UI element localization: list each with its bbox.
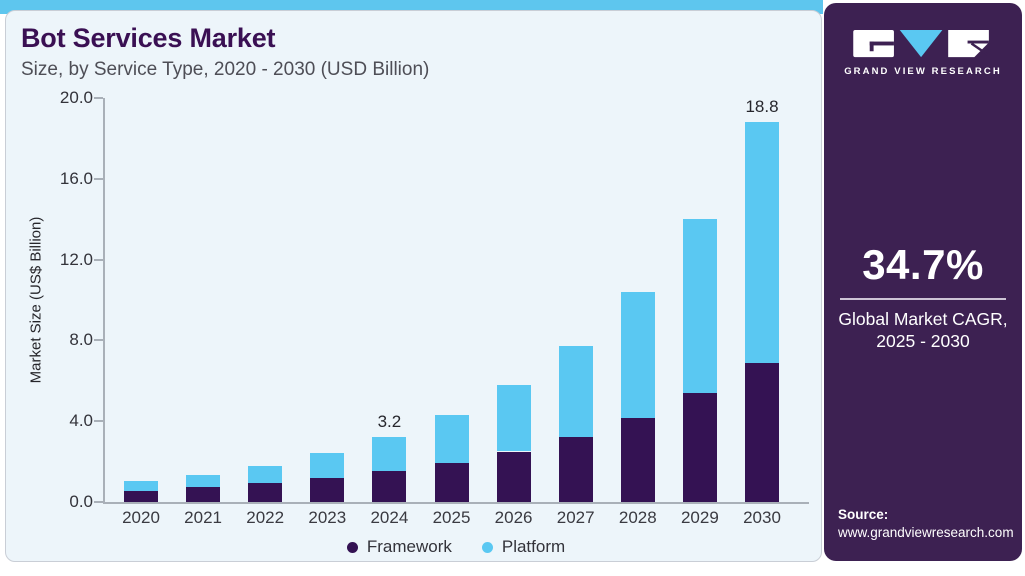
source-label: Source: — [838, 507, 889, 522]
bar-platform-2023 — [310, 452, 345, 478]
bar-framework-2020 — [124, 490, 158, 502]
y-tick-mark — [94, 97, 103, 99]
page-title: Bot Services Market — [21, 23, 276, 53]
legend-label: Platform — [501, 537, 566, 556]
x-tick-label: 2029 — [680, 508, 719, 527]
y-tick-mark — [94, 339, 103, 342]
y-tick-label: 0.0 — [69, 492, 93, 511]
bar-platform-2026 — [496, 384, 531, 452]
legend-label: Framework — [366, 537, 452, 556]
bar-framework-2022 — [248, 482, 283, 502]
x-tick-label: 2020 — [122, 508, 160, 527]
bar-value-label: 18.8 — [745, 97, 779, 117]
bar-platform-2020 — [124, 480, 158, 491]
bar-framework-2021 — [186, 486, 221, 502]
chart-card: Bot Services Market Size, by Service Typ… — [5, 10, 822, 562]
x-tick-label: 2023 — [308, 508, 347, 527]
y-axis-line — [103, 98, 105, 503]
bar-framework-2025 — [434, 462, 469, 502]
y-tick-label: 20.0 — [59, 88, 93, 107]
bar-framework-2029 — [682, 392, 717, 502]
legend-item-framework: Framework — [346, 537, 452, 557]
x-axis-line — [103, 502, 809, 504]
source-url: www.grandviewresearch.com — [838, 525, 1014, 540]
bar-platform-2024 — [372, 437, 407, 471]
cagr-label-line1: Global Market CAGR, — [838, 309, 1008, 329]
bar-framework-2024 — [372, 470, 407, 502]
y-tick-label: 16.0 — [59, 168, 93, 188]
bar-value-label: 3.2 — [377, 412, 402, 432]
brand-sidebar: GRAND VIEW RESEARCH 34.7% Global Market … — [824, 3, 1022, 561]
bar-platform-2029 — [682, 219, 717, 393]
cagr-label-line2: 2025 - 2030 — [876, 330, 970, 351]
source-block: Source: www.grandviewresearch.com — [838, 507, 1014, 540]
bar-framework-2023 — [310, 477, 345, 502]
y-tick-mark — [94, 258, 103, 261]
plot-area: 0.0 4.0 8.0 12.0 16.0 20.0 2020 2021 2022 2023 202… — [6, 11, 823, 563]
page-subtitle: Size, by Service Type, 2020 - 2030 (USD … — [21, 59, 430, 80]
bar-platform-2030 — [745, 122, 779, 363]
bar-framework-2030 — [745, 362, 779, 502]
y-tick-label: 8.0 — [69, 330, 93, 350]
bar-platform-2027 — [558, 346, 593, 438]
x-tick-label: 2022 — [246, 508, 285, 527]
gvr-logo: GRAND VIEW RESEARCH — [824, 28, 1022, 77]
cagr-value: 34.7% — [862, 241, 984, 288]
x-tick-label: 2026 — [494, 508, 533, 527]
cagr-block: 34.7% Global Market CAGR, 2025 - 2030 — [824, 241, 1022, 353]
gvr-logo-icon — [853, 29, 991, 58]
y-tick-mark — [94, 177, 103, 180]
cagr-divider — [840, 298, 1006, 300]
y-tick-label: 12.0 — [59, 249, 93, 269]
y-tick-mark — [94, 420, 103, 423]
x-tick-label: 2030 — [743, 508, 781, 527]
legend-swatch — [481, 541, 493, 553]
gvr-logo-text: GRAND VIEW RESEARCH — [844, 66, 1002, 77]
x-tick-label: 2025 — [432, 508, 471, 527]
x-tick-label: 2021 — [184, 508, 222, 527]
bar-platform-2021 — [186, 474, 221, 487]
legend-item-platform: Platform — [481, 537, 566, 557]
bar-platform-2022 — [248, 465, 283, 483]
chart-legend: Framework Platform — [103, 537, 809, 557]
y-tick-mark — [94, 501, 103, 503]
y-tick-label: 4.0 — [69, 411, 93, 431]
bar-framework-2026 — [496, 451, 531, 502]
x-tick-label: 2027 — [556, 508, 595, 527]
bar-framework-2027 — [558, 437, 593, 502]
bar-platform-2028 — [620, 291, 655, 419]
x-tick-label: 2024 — [370, 508, 409, 527]
x-tick-label: 2028 — [618, 508, 657, 527]
legend-swatch — [346, 541, 358, 553]
bar-framework-2028 — [620, 418, 655, 502]
bar-platform-2025 — [434, 415, 469, 463]
